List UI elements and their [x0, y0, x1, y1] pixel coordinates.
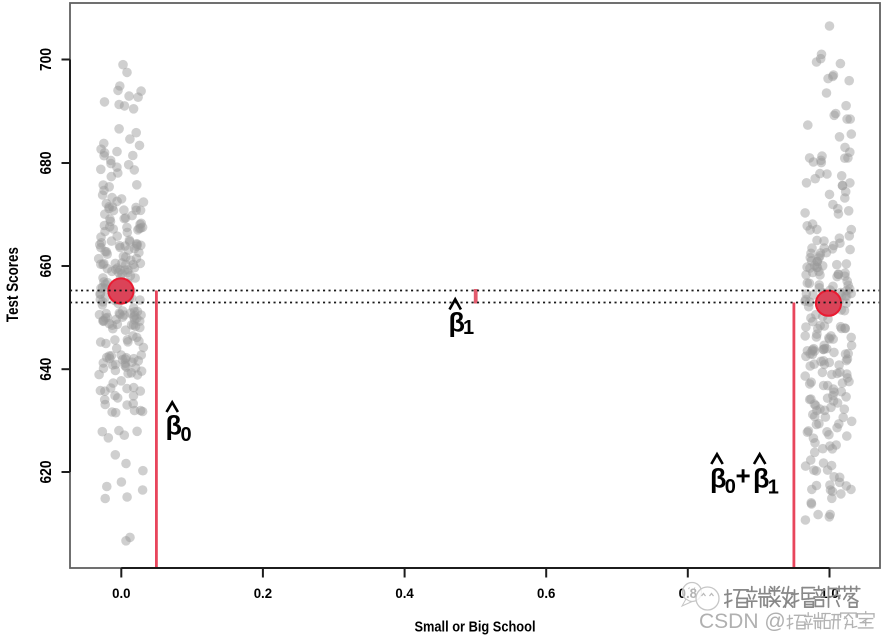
svg-text:640: 640: [38, 358, 55, 381]
svg-text:0.0: 0.0: [112, 585, 131, 601]
svg-text:β: β: [166, 411, 182, 441]
svg-text:+: +: [736, 461, 751, 491]
svg-text:660: 660: [38, 254, 55, 277]
svg-text:700: 700: [38, 48, 55, 71]
svg-text:0: 0: [181, 424, 192, 446]
svg-text:Test Scores: Test Scores: [4, 247, 22, 322]
svg-text:1: 1: [768, 477, 779, 499]
svg-text:1: 1: [463, 317, 474, 339]
svg-text:0: 0: [725, 476, 736, 498]
svg-text:CSDN @: CSDN @: [699, 610, 786, 633]
svg-text:β: β: [710, 464, 726, 494]
svg-text:0.6: 0.6: [537, 585, 556, 601]
svg-text:Small or Big School: Small or Big School: [415, 618, 536, 635]
svg-text:0.2: 0.2: [254, 585, 273, 601]
svg-text:620: 620: [38, 460, 55, 483]
svg-text:0.4: 0.4: [395, 585, 414, 601]
svg-text:β: β: [449, 308, 465, 338]
svg-text:680: 680: [38, 151, 55, 174]
svg-text:β: β: [753, 464, 769, 494]
